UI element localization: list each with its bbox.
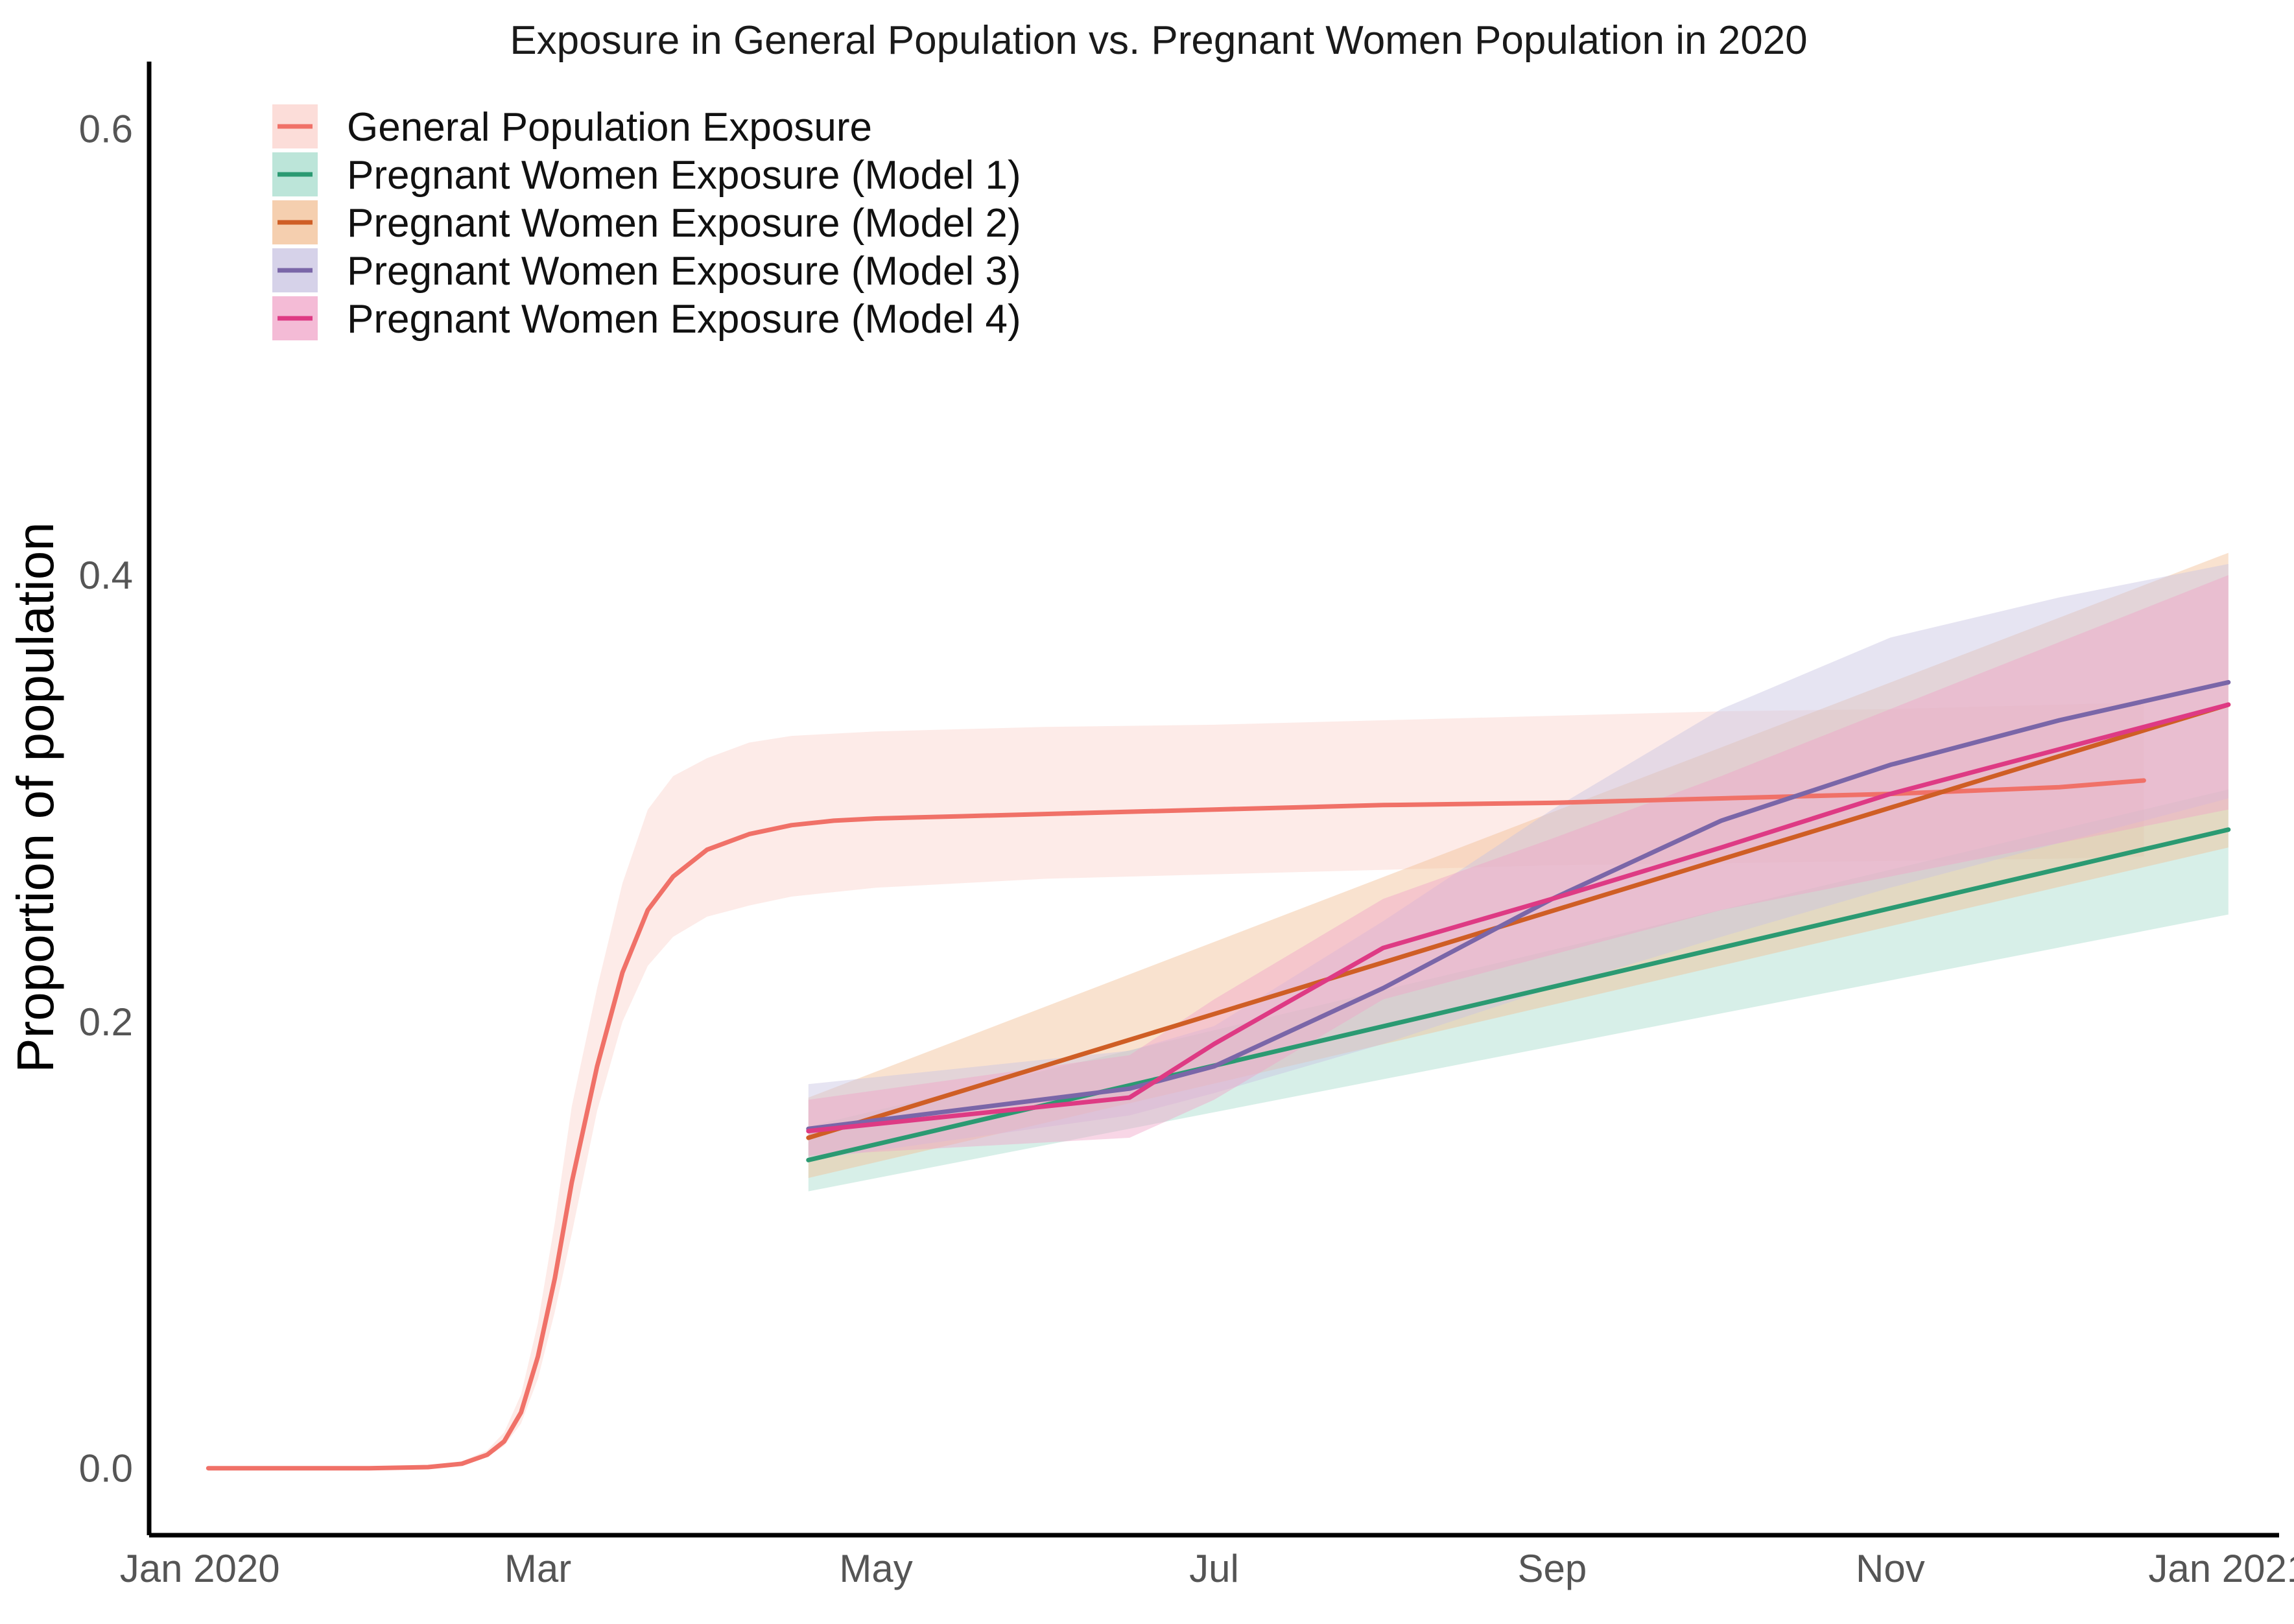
axes [147,62,2279,1538]
x-tick-label: Jan 2020 [120,1547,280,1590]
y-tick-label: 0.6 [79,107,133,150]
pregnant-women-exposure-model-3-band [808,563,2229,1160]
legend-label: Pregnant Women Exposure (Model 1) [347,153,1021,198]
x-tick-label: Jul [1189,1547,1239,1590]
pregnant-women-exposure-model-4-band [808,575,2229,1156]
pregnant-women-exposure-model-2-line [806,702,2231,1140]
x-tick-label: May [839,1547,912,1590]
pregnant-women-exposure-model-1-band [808,789,2229,1192]
pregnant-women-exposure-model-4-line [806,702,2231,1134]
confidence-bands [208,552,2229,1468]
legend-label: Pregnant Women Exposure (Model 4) [347,297,1021,342]
legend-label: Pregnant Women Exposure (Model 3) [347,249,1021,294]
x-tick-label: Sep [1518,1547,1587,1590]
legend-label: General Population Exposure [347,105,872,150]
legend-label: Pregnant Women Exposure (Model 2) [347,201,1021,246]
legend-item-pregnant-women-exposure-model-4: Pregnant Women Exposure (Model 4) [272,296,1021,342]
series-lines [206,679,2231,1471]
y-axis-label: Proportion of population [6,522,64,1073]
x-tick-labels: Jan 2020 Mar May Jul Sep Nov Jan 2021 [120,1547,2294,1590]
x-tick-label: Nov [1856,1547,1925,1590]
x-tick-label: Mar [504,1547,571,1590]
general-population-exposure-band [208,702,2144,1468]
pregnant-women-exposure-model-2-band [808,552,2229,1178]
legend-item-pregnant-women-exposure-model-3: Pregnant Women Exposure (Model 3) [272,248,1021,294]
y-tick-label: 0.4 [79,554,133,597]
legend-item-pregnant-women-exposure-model-1: Pregnant Women Exposure (Model 1) [272,152,1021,198]
general-population-exposure-line [206,778,2146,1471]
legend-item-general-population-exposure: General Population Exposure [272,104,872,150]
y-tick-label: 0.0 [79,1447,133,1490]
y-tick-labels: 0.0 0.2 0.4 0.6 [79,107,133,1490]
x-tick-label: Jan 2021 [2148,1547,2294,1590]
y-tick-label: 0.2 [79,1000,133,1044]
legend-item-pregnant-women-exposure-model-2: Pregnant Women Exposure (Model 2) [272,200,1021,246]
chart-title: Exposure in General Population vs. Pregn… [510,18,1807,63]
